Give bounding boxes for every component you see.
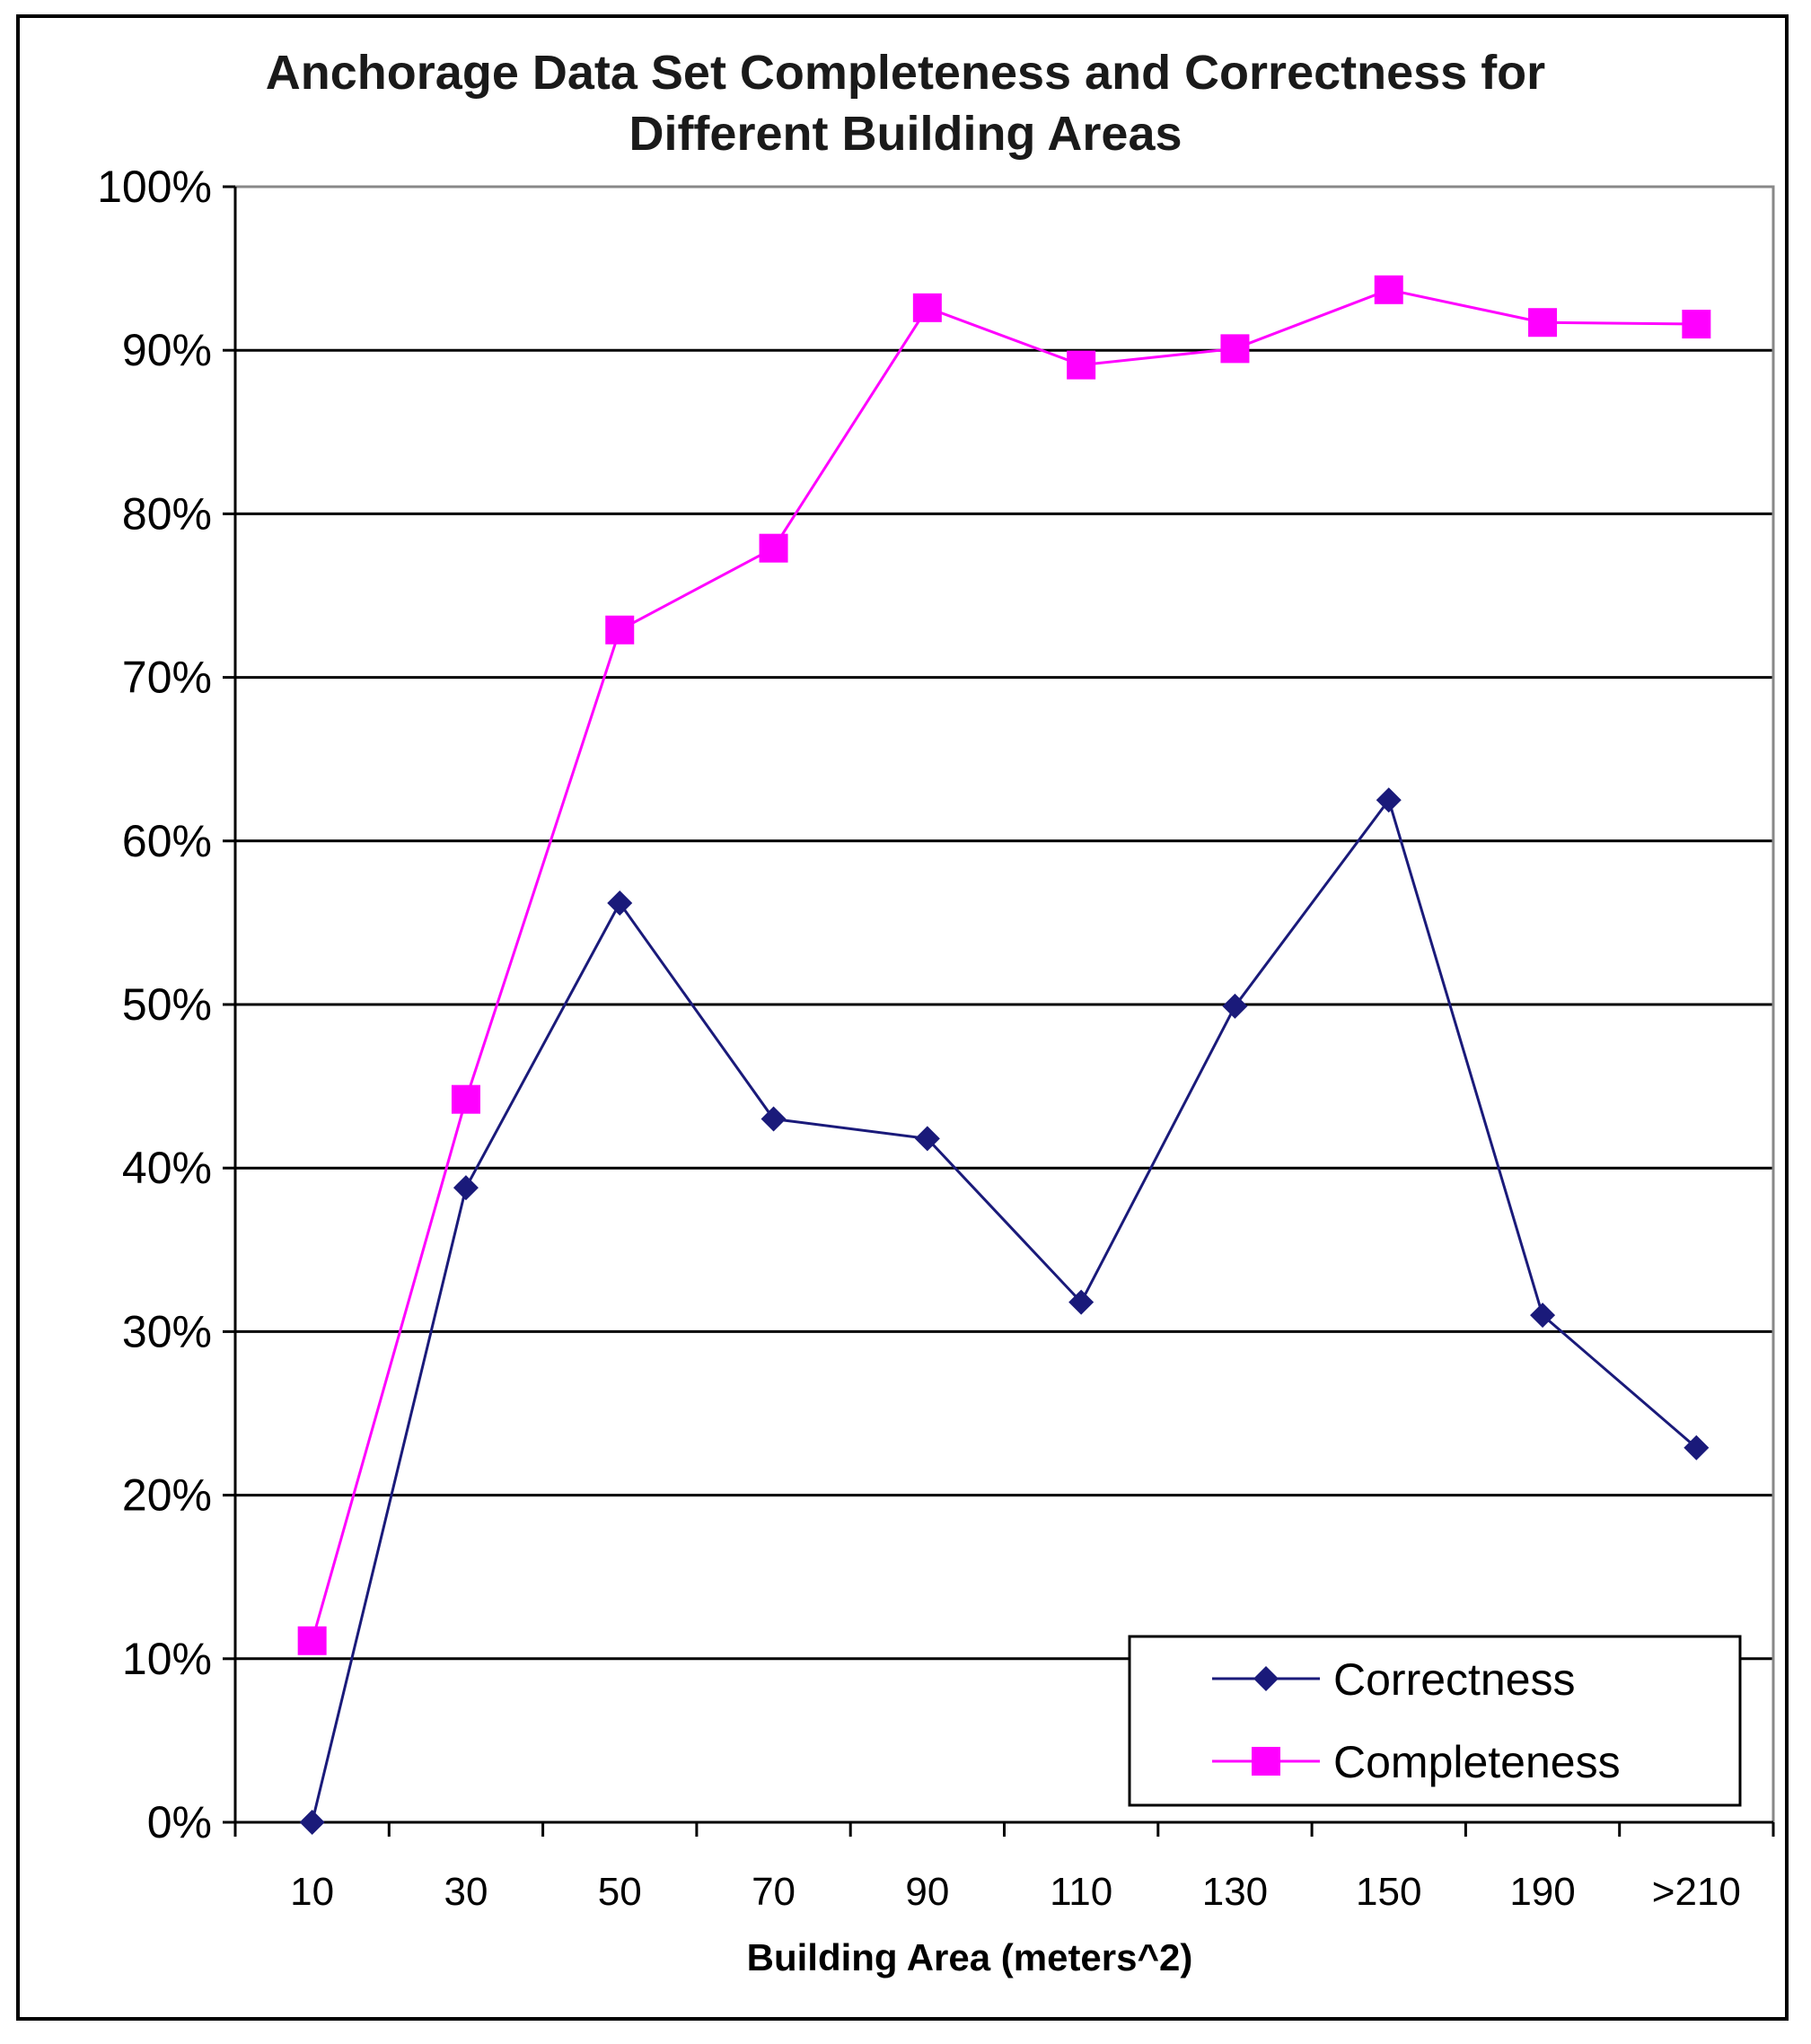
correctness-point xyxy=(914,1126,940,1152)
y-tick-label: 50% xyxy=(122,979,212,1030)
correctness-point xyxy=(1376,787,1402,813)
x-tick-label: 70 xyxy=(752,1870,796,1914)
legend-box xyxy=(1128,1635,1742,1807)
x-tick-label: >210 xyxy=(1652,1870,1741,1914)
y-tick-label: 60% xyxy=(122,816,212,866)
x-tick-label: 50 xyxy=(598,1870,642,1914)
completeness-point xyxy=(912,293,942,322)
correctness-point xyxy=(1068,1289,1095,1315)
legend-label-completeness: Completeness xyxy=(1333,1737,1621,1787)
correctness-point xyxy=(453,1175,479,1201)
y-tick-label: 20% xyxy=(122,1470,212,1521)
grid-lines xyxy=(235,348,1773,1661)
correctness-point xyxy=(607,890,633,917)
x-tick-label: 130 xyxy=(1202,1870,1268,1914)
x-axis-label: Building Area (meters^2) xyxy=(747,1936,1193,1978)
completeness-point xyxy=(1682,310,1711,339)
x-tick-label: 30 xyxy=(444,1870,488,1914)
correctness-point xyxy=(299,1810,325,1835)
correctness-point xyxy=(1530,1303,1556,1329)
completeness-point xyxy=(1067,350,1096,380)
correctness-point xyxy=(1684,1434,1710,1461)
y-tick-label: 90% xyxy=(122,325,212,375)
series-line-correctness xyxy=(311,796,1698,1823)
completeness-point xyxy=(451,1084,480,1114)
x-tick-label: 90 xyxy=(905,1870,949,1914)
legend-label-correctness: Correctness xyxy=(1333,1654,1576,1705)
y-tick-label: 80% xyxy=(122,488,212,539)
completeness-point xyxy=(605,615,635,645)
correctness-point xyxy=(1222,993,1248,1019)
completeness-point xyxy=(297,1626,327,1655)
completeness-point xyxy=(1374,275,1403,304)
correctness-point xyxy=(760,1106,787,1132)
completeness-point xyxy=(1528,308,1558,338)
completeness-point xyxy=(1220,334,1250,364)
axes: 0% 10% 20% 30% 40% 50% 60% 70% 80% 90% 100% 10 30 50 7… xyxy=(97,162,1775,1914)
series-layer xyxy=(297,275,1711,1835)
completeness-point xyxy=(759,533,788,563)
y-tick-label: 40% xyxy=(122,1143,212,1193)
series-line-completeness xyxy=(311,288,1697,1642)
chart-title-line-1: Anchorage Data Set Completeness and Corr… xyxy=(265,46,1546,100)
x-tick-label: 10 xyxy=(290,1870,334,1914)
x-tick-label: 110 xyxy=(1050,1870,1112,1914)
y-tick-label: 70% xyxy=(122,653,212,703)
legend: Correctness Completeness xyxy=(1128,1635,1742,1807)
x-tick-label: 150 xyxy=(1356,1870,1421,1914)
legend-completeness-marker xyxy=(1252,1747,1280,1776)
y-tick-label: 10% xyxy=(122,1634,212,1684)
x-tick-label: 190 xyxy=(1509,1870,1575,1914)
y-tick-label: 0% xyxy=(147,1797,212,1847)
chart-title-line-2: Different Building Areas xyxy=(629,107,1182,161)
y-tick-label: 100% xyxy=(97,162,212,212)
y-tick-label: 30% xyxy=(122,1306,212,1356)
legend-correctness-marker xyxy=(1253,1666,1279,1691)
